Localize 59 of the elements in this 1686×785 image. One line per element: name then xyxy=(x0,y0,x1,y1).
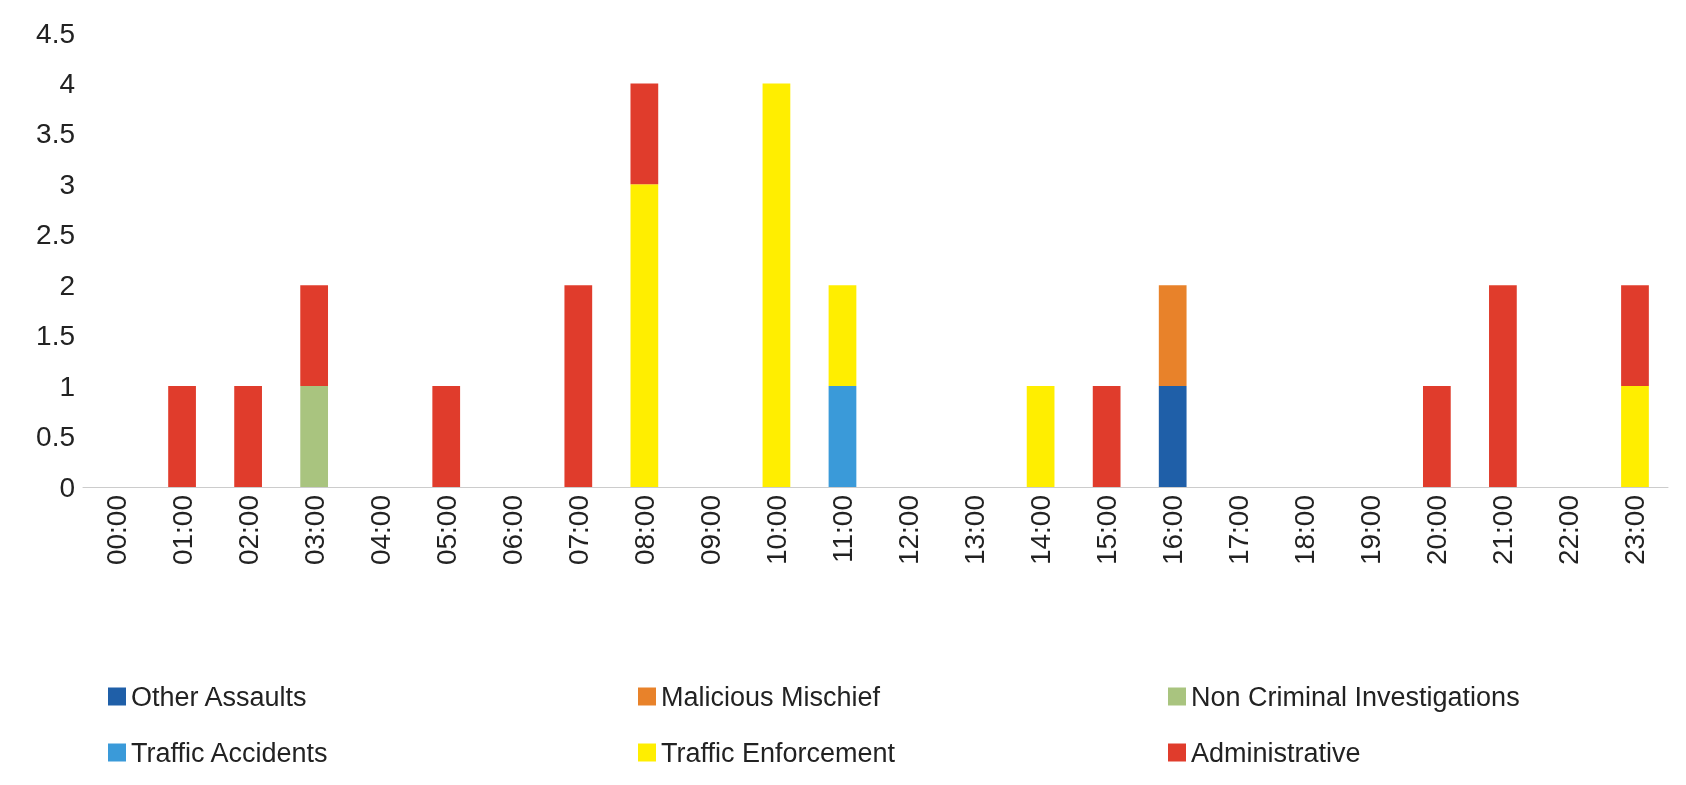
y-tick-label: 3 xyxy=(59,168,75,200)
x-tick-label: 03:00 xyxy=(298,495,330,566)
x-tick-label: 06:00 xyxy=(496,495,528,566)
bar xyxy=(1489,285,1517,487)
bar xyxy=(300,285,329,387)
bar xyxy=(1621,285,1649,387)
bar xyxy=(1026,386,1055,487)
x-tick-label: 10:00 xyxy=(760,495,792,566)
x-tick-label: 05:00 xyxy=(430,495,462,566)
y-tick-label: 2.5 xyxy=(36,219,75,251)
x-tick-label: 00:00 xyxy=(100,495,132,566)
legend-label: Other Assaults xyxy=(131,681,307,712)
bar xyxy=(1621,386,1649,487)
y-tick-label: 0 xyxy=(59,471,75,503)
bar xyxy=(828,386,857,487)
legend-label: Traffic Enforcement xyxy=(661,737,896,768)
y-tick-label: 1.5 xyxy=(36,320,75,352)
x-tick-label: 17:00 xyxy=(1223,495,1255,566)
x-tick-label: 21:00 xyxy=(1487,495,1519,566)
y-tick-label: 1 xyxy=(59,370,75,402)
bar xyxy=(630,83,659,185)
x-tick-label: 13:00 xyxy=(959,495,991,566)
bar xyxy=(762,83,791,487)
legend-label: Traffic Accidents xyxy=(131,737,328,768)
bar xyxy=(234,386,262,487)
x-tick-label: 04:00 xyxy=(364,495,396,566)
x-tick-label: 09:00 xyxy=(694,495,726,566)
x-tick-label: 12:00 xyxy=(893,495,925,566)
y-tick-label: 3.5 xyxy=(36,118,75,150)
bar xyxy=(630,184,659,487)
y-tick-label: 0.5 xyxy=(36,421,75,453)
y-tick-label: 2 xyxy=(59,269,75,301)
x-tick-label: 20:00 xyxy=(1421,495,1453,566)
bar xyxy=(1092,386,1121,487)
x-tick-label: 07:00 xyxy=(562,495,594,566)
bar xyxy=(1422,386,1451,487)
bar xyxy=(1158,285,1187,387)
legend-label: Administrative xyxy=(1191,737,1361,768)
x-tick-label: 14:00 xyxy=(1025,495,1057,566)
bar xyxy=(300,386,329,487)
bar xyxy=(1158,386,1187,487)
bar xyxy=(432,386,461,487)
x-tick-label: 16:00 xyxy=(1157,495,1189,566)
x-tick-label: 11:00 xyxy=(826,495,858,563)
legend-label: Non Criminal Investigations xyxy=(1191,681,1520,712)
bar xyxy=(828,285,857,387)
bar xyxy=(168,386,196,487)
x-tick-label: 02:00 xyxy=(232,495,264,566)
bar xyxy=(564,285,593,487)
x-tick-label: 15:00 xyxy=(1091,495,1123,566)
x-tick-label: 19:00 xyxy=(1355,495,1387,566)
y-tick-label: 4.5 xyxy=(36,17,75,49)
legend-label: Malicious Mischief xyxy=(661,681,881,712)
y-tick-label: 4 xyxy=(59,67,75,99)
x-tick-label: 08:00 xyxy=(628,495,660,566)
x-tick-label: 22:00 xyxy=(1553,495,1585,566)
x-tick-label: 23:00 xyxy=(1619,495,1651,566)
x-tick-label: 01:00 xyxy=(166,495,198,566)
x-tick-label: 18:00 xyxy=(1289,495,1321,566)
